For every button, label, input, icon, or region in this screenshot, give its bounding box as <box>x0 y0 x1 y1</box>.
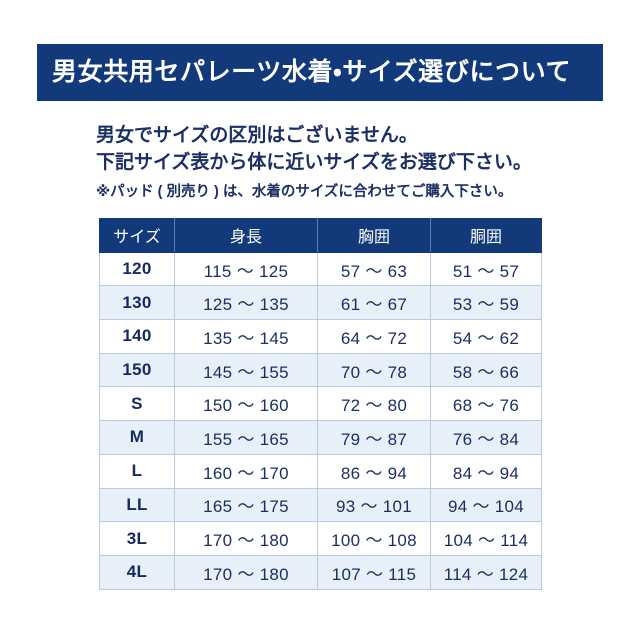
cell-height: 135 〜 145 <box>174 319 318 354</box>
cell-height: 160 〜 170 <box>174 453 318 489</box>
cell-chest: 107 〜 115 <box>317 554 431 590</box>
table-row: 120 115 〜 125 57 〜 63 51 〜 57 <box>99 251 542 287</box>
cell-waist: 94 〜 104 <box>430 487 542 523</box>
cell-height: 170 〜 180 <box>174 554 318 590</box>
table-row: 4L 170 〜 180 107 〜 115 114 〜 124 <box>99 554 542 590</box>
cell-waist: 53 〜 59 <box>430 285 542 321</box>
table-row: S 150 〜 160 72 〜 80 68 〜 76 <box>99 386 542 422</box>
cell-waist: 58 〜 66 <box>430 352 542 388</box>
table-row: L 160 〜 170 86 〜 94 84 〜 94 <box>99 453 542 489</box>
cell-waist: 114 〜 124 <box>430 554 542 590</box>
title-banner: 男女共用セパレーツ水着・サイズ選びについて <box>37 44 603 101</box>
cell-height: 170 〜 180 <box>174 521 318 556</box>
table-row: M 155 〜 165 79 〜 87 76 〜 84 <box>99 420 542 455</box>
cell-height: 150 〜 160 <box>174 386 318 422</box>
cell-size: 120 <box>99 251 175 287</box>
cell-waist: 84 〜 94 <box>430 453 542 489</box>
size-table-container: サイズ 身長 胸囲 胴囲 120 115 〜 125 57 〜 63 51 〜 57 1… <box>99 218 542 590</box>
cell-chest: 64 〜 72 <box>317 319 431 354</box>
table-row: LL 165 〜 175 93 〜 101 94 〜 104 <box>99 487 542 523</box>
cell-chest: 70 〜 78 <box>317 352 431 388</box>
cell-chest: 57 〜 63 <box>317 251 431 287</box>
cell-size: 4L <box>99 554 175 590</box>
column-header-chest: 胸囲 <box>317 218 431 253</box>
cell-waist: 68 〜 76 <box>430 386 542 422</box>
cell-height: 145 〜 155 <box>174 352 318 388</box>
column-header-size: サイズ <box>99 218 175 253</box>
table-row: 130 125 〜 135 61 〜 67 53 〜 59 <box>99 285 542 321</box>
cell-size: S <box>99 386 175 422</box>
cell-chest: 100 〜 108 <box>317 521 431 556</box>
intro-note: ※パッド ( 別売り ) は、水着のサイズに合わせてご購入下さい。 <box>96 184 513 200</box>
cell-height: 165 〜 175 <box>174 487 318 523</box>
cell-size: 130 <box>99 285 175 321</box>
cell-chest: 93 〜 101 <box>317 487 431 523</box>
intro-block: 男女でサイズの区別はございません。 下記サイズ表から体に近いサイズをお選び下さい… <box>96 122 566 203</box>
size-table-body: 120 115 〜 125 57 〜 63 51 〜 57 130 125 〜 135 61… <box>99 251 542 590</box>
cell-size: L <box>99 453 175 489</box>
cell-size: 140 <box>99 319 175 354</box>
table-row: 150 145 〜 155 70 〜 78 58 〜 66 <box>99 352 542 388</box>
cell-waist: 76 〜 84 <box>430 420 542 455</box>
cell-waist: 104 〜 114 <box>430 521 542 556</box>
cell-size: LL <box>99 487 175 523</box>
table-row: 3L 170 〜 180 100 〜 108 104 〜 114 <box>99 521 542 556</box>
cell-chest: 72 〜 80 <box>317 386 431 422</box>
cell-height: 115 〜 125 <box>174 251 318 287</box>
page-title: 男女共用セパレーツ水着・サイズ選びについて <box>52 58 572 86</box>
column-header-waist: 胴囲 <box>430 218 542 253</box>
cell-size: 150 <box>99 352 175 388</box>
intro-line-1: 男女でサイズの区別はございません。 <box>96 125 418 146</box>
cell-size: M <box>99 420 175 455</box>
cell-chest: 86 〜 94 <box>317 453 431 489</box>
cell-chest: 79 〜 87 <box>317 420 431 455</box>
intro-line-2: 下記サイズ表から体に近いサイズをお選び下さい。 <box>96 152 532 173</box>
table-row: 140 135 〜 145 64 〜 72 54 〜 62 <box>99 319 542 354</box>
size-table: サイズ 身長 胸囲 胴囲 120 115 〜 125 57 〜 63 51 〜 57 1… <box>99 218 542 590</box>
cell-waist: 51 〜 57 <box>430 251 542 287</box>
column-header-height: 身長 <box>174 218 318 253</box>
table-header-row: サイズ 身長 胸囲 胴囲 <box>99 218 542 253</box>
cell-height: 125 〜 135 <box>174 285 318 321</box>
cell-chest: 61 〜 67 <box>317 285 431 321</box>
cell-waist: 54 〜 62 <box>430 319 542 354</box>
cell-size: 3L <box>99 521 175 556</box>
cell-height: 155 〜 165 <box>174 420 318 455</box>
size-table-head: サイズ 身長 胸囲 胴囲 <box>99 218 542 253</box>
